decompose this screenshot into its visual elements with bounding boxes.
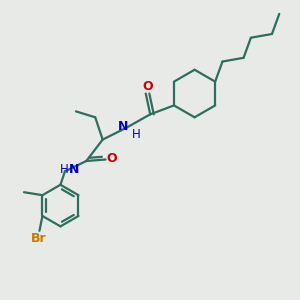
Text: O: O — [142, 80, 153, 94]
Text: O: O — [107, 152, 118, 164]
Text: N: N — [69, 163, 80, 176]
Text: H: H — [132, 128, 140, 141]
Text: N: N — [118, 120, 129, 133]
Text: Br: Br — [31, 232, 47, 245]
Text: H: H — [60, 163, 69, 176]
